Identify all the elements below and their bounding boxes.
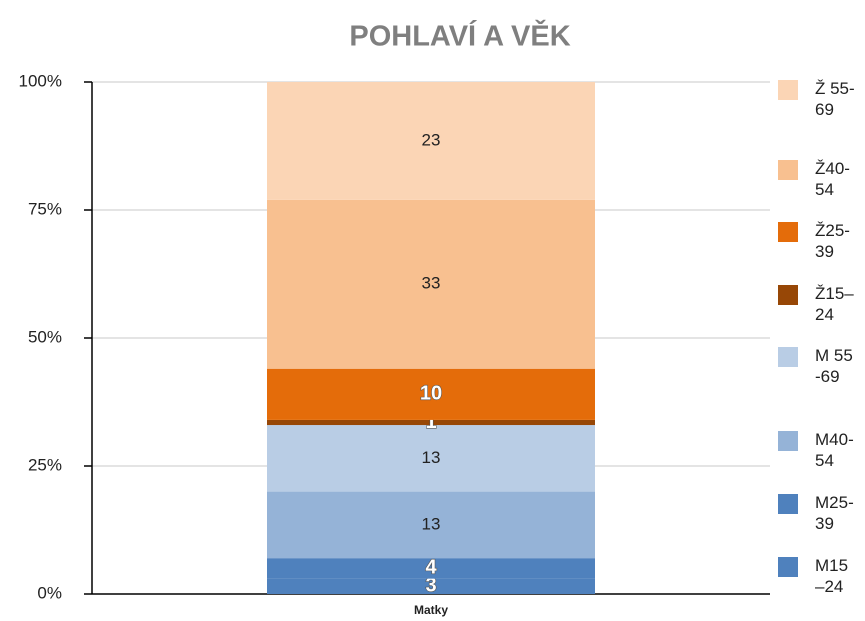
bar-segment [267,578,595,594]
legend-item: M15 –24 [778,555,855,597]
bar-segment [267,419,595,426]
legend-item: Ž40-54 [778,158,855,200]
legend-label: Ž40-54 [815,159,850,199]
legend-swatch [778,431,798,451]
bar-segment [267,368,595,420]
legend-swatch [778,80,798,100]
data-label: 13 [422,448,441,467]
legend-item: M25-39 [778,492,855,534]
legend-swatch [778,494,798,514]
data-label: 10 [420,383,442,405]
legend-swatch [778,222,798,242]
legend-item: M 55-69 [778,345,855,387]
legend-label: M25-39 [815,493,854,533]
legend-swatch [778,285,798,305]
x-tick-label: Matky [414,603,448,617]
legend-item: Ž 55-69 [778,78,855,120]
legend-swatch [778,347,798,367]
data-label: 13 [422,514,441,533]
legend-swatch [778,557,798,577]
bar-segment [267,558,595,579]
y-tick-label: 75% [28,199,62,218]
bar-segment [267,425,595,492]
bar-segment [267,199,595,369]
data-label: 4 [425,557,437,579]
y-tick-label: 50% [28,327,62,346]
data-label: 23 [422,130,441,149]
legend-label: M40-54 [815,430,854,470]
data-label: 33 [422,274,441,293]
legend-label: Ž15–24 [815,284,854,324]
bar-segment [267,491,595,559]
bar-segment [267,82,595,200]
legend-item: M40-54 [778,429,855,471]
legend-item: Ž25-39 [778,220,855,262]
legend-label: Ž 55-69 [815,79,855,119]
y-tick-label: 100% [19,71,62,90]
y-tick-label: 0% [37,583,62,602]
legend-item: Ž15–24 [778,283,855,325]
legend-swatch [778,160,798,180]
legend-label: M15 –24 [815,556,849,596]
data-label: 3 [425,575,436,597]
y-tick-label: 25% [28,455,62,474]
legend-label: M 55-69 [815,346,853,386]
legend-label: Ž25-39 [815,221,850,261]
chart-title: POHLAVÍ A VĚK [349,19,570,53]
